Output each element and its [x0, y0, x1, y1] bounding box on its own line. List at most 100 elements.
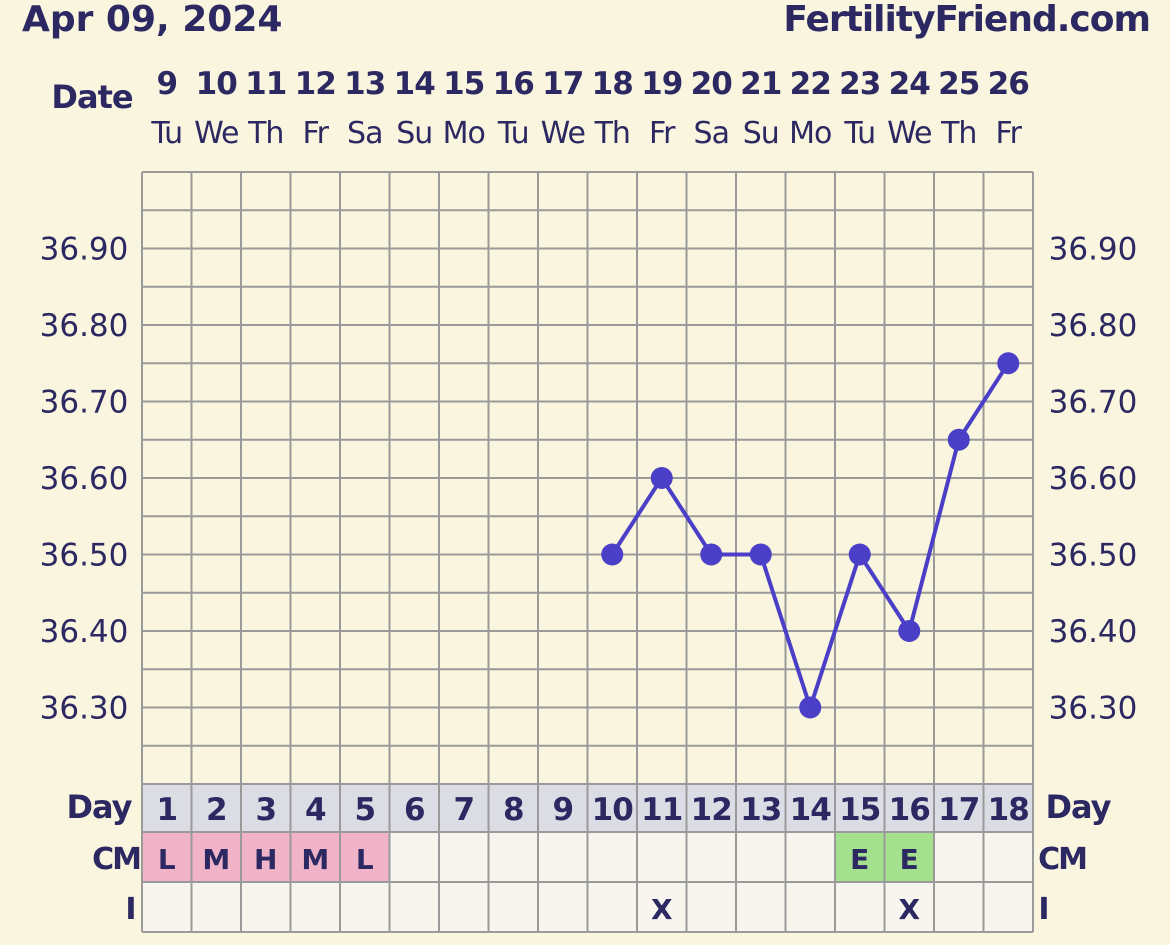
cycle-day-number: 1	[156, 792, 177, 828]
temperature-point	[997, 352, 1020, 375]
y-tick-right: 36.90	[1049, 232, 1138, 268]
cycle-day-number: 11	[641, 792, 682, 828]
date-label: 22	[790, 66, 831, 102]
cm-cell-menses	[241, 832, 291, 882]
cycle-day-number: 16	[889, 792, 930, 828]
temperature-point	[848, 543, 871, 566]
date-label: 19	[641, 66, 682, 102]
cm-cell-egg-white	[884, 832, 934, 882]
cm-value: E	[850, 843, 869, 876]
date-label: 17	[542, 66, 583, 102]
weekday-label: Tu	[497, 116, 529, 151]
temperature-line	[610, 362, 1010, 710]
cm-value: M	[202, 843, 230, 876]
y-tick-left: 36.60	[40, 461, 129, 497]
cm-cell-menses	[191, 832, 241, 882]
cycle-day-number: 9	[552, 792, 573, 828]
weekday-label: Su	[743, 116, 779, 151]
cycle-day-number: 7	[453, 792, 474, 828]
weekday-label: We	[887, 116, 931, 151]
temperature-point	[898, 620, 921, 642]
weekday-label: Tu	[843, 116, 875, 151]
cm-label-right: CM	[1038, 842, 1086, 877]
cycle-day-label-left: Day	[66, 788, 132, 826]
y-tick-left: 36.50	[40, 538, 129, 574]
cycle-day-number: 13	[740, 792, 781, 828]
cycle-day-label-right: Day	[1045, 788, 1111, 826]
y-tick-left: 36.80	[40, 308, 129, 344]
weekday-label: We	[194, 116, 238, 151]
cycle-day-number: 6	[404, 792, 425, 828]
cm-label-left: CM	[92, 842, 140, 877]
weekday-label: Th	[247, 116, 283, 151]
date-label: 15	[443, 66, 484, 102]
cm-value: L	[356, 843, 374, 876]
y-tick-right: 36.80	[1049, 308, 1138, 344]
y-tick-right: 36.50	[1049, 538, 1138, 574]
cycle-day-number: 2	[206, 792, 227, 828]
intercourse-label-right: I	[1038, 892, 1049, 927]
date-label: 18	[592, 66, 633, 102]
date-label: 20	[691, 66, 733, 102]
cycle-day-number: 3	[255, 792, 276, 828]
y-tick-left: 36.30	[40, 691, 129, 727]
weekday-label: Mo	[789, 116, 831, 151]
cycle-day-number: 10	[592, 792, 634, 828]
y-tick-left: 36.90	[40, 232, 129, 268]
cycle-day-number: 8	[503, 792, 524, 828]
date-label: 23	[839, 66, 880, 102]
temperature-point	[700, 543, 723, 566]
y-tick-right: 36.70	[1049, 385, 1138, 421]
temperature-point	[749, 543, 772, 566]
date-label: 13	[344, 66, 385, 102]
cm-value: L	[158, 843, 176, 876]
cycle-day-number: 17	[938, 792, 979, 828]
cm-value: E	[900, 843, 919, 876]
date-label: 24	[889, 66, 931, 102]
date-label: 11	[245, 66, 286, 102]
intercourse-mark: X	[651, 893, 673, 926]
cycle-day-number: 12	[691, 792, 732, 828]
cm-value: M	[301, 843, 329, 876]
weekday-label: Mo	[443, 116, 485, 151]
weekday-label: Fr	[649, 116, 676, 151]
weekday-label: Sa	[347, 116, 382, 151]
date-label: 25	[938, 66, 979, 102]
cm-cell-menses	[142, 832, 192, 882]
cycle-day-number: 18	[988, 792, 1029, 828]
weekday-label: Th	[940, 116, 976, 151]
weekday-label: We	[541, 116, 585, 151]
y-tick-left: 36.70	[40, 385, 129, 421]
y-tick-right: 36.40	[1049, 614, 1138, 650]
cm-cell-egg-white	[835, 832, 885, 882]
date-label: 9	[156, 66, 177, 102]
date-label: 26	[988, 66, 1029, 102]
x-title-date: Date	[51, 78, 132, 116]
weekday-label: Tu	[150, 116, 182, 151]
intercourse-label-left: I	[125, 892, 136, 927]
y-tick-right: 36.60	[1049, 461, 1138, 497]
cycle-day-number: 4	[305, 792, 326, 828]
chart-date: Apr 09, 2024	[22, 0, 283, 40]
weekday-label: Fr	[996, 116, 1023, 151]
date-label: 12	[295, 66, 336, 102]
date-label: 14	[394, 66, 436, 102]
cm-cell-menses	[340, 832, 390, 882]
y-tick-left: 36.40	[40, 614, 129, 650]
temperature-point	[947, 428, 970, 451]
temperature-point	[601, 543, 624, 566]
cm-value: H	[254, 843, 277, 876]
date-label: 21	[740, 66, 781, 102]
y-tick-right: 36.30	[1049, 691, 1138, 727]
weekday-label: Fr	[303, 116, 330, 151]
site-name: FertilityFriend.com	[783, 0, 1151, 40]
intercourse-mark: X	[898, 893, 920, 926]
weekday-label: Th	[594, 116, 630, 151]
temperature-point	[799, 696, 822, 719]
cycle-day-number: 5	[354, 792, 375, 828]
date-label: 16	[493, 66, 534, 102]
weekday-label: Su	[396, 116, 432, 151]
cm-cell-menses	[290, 832, 340, 882]
